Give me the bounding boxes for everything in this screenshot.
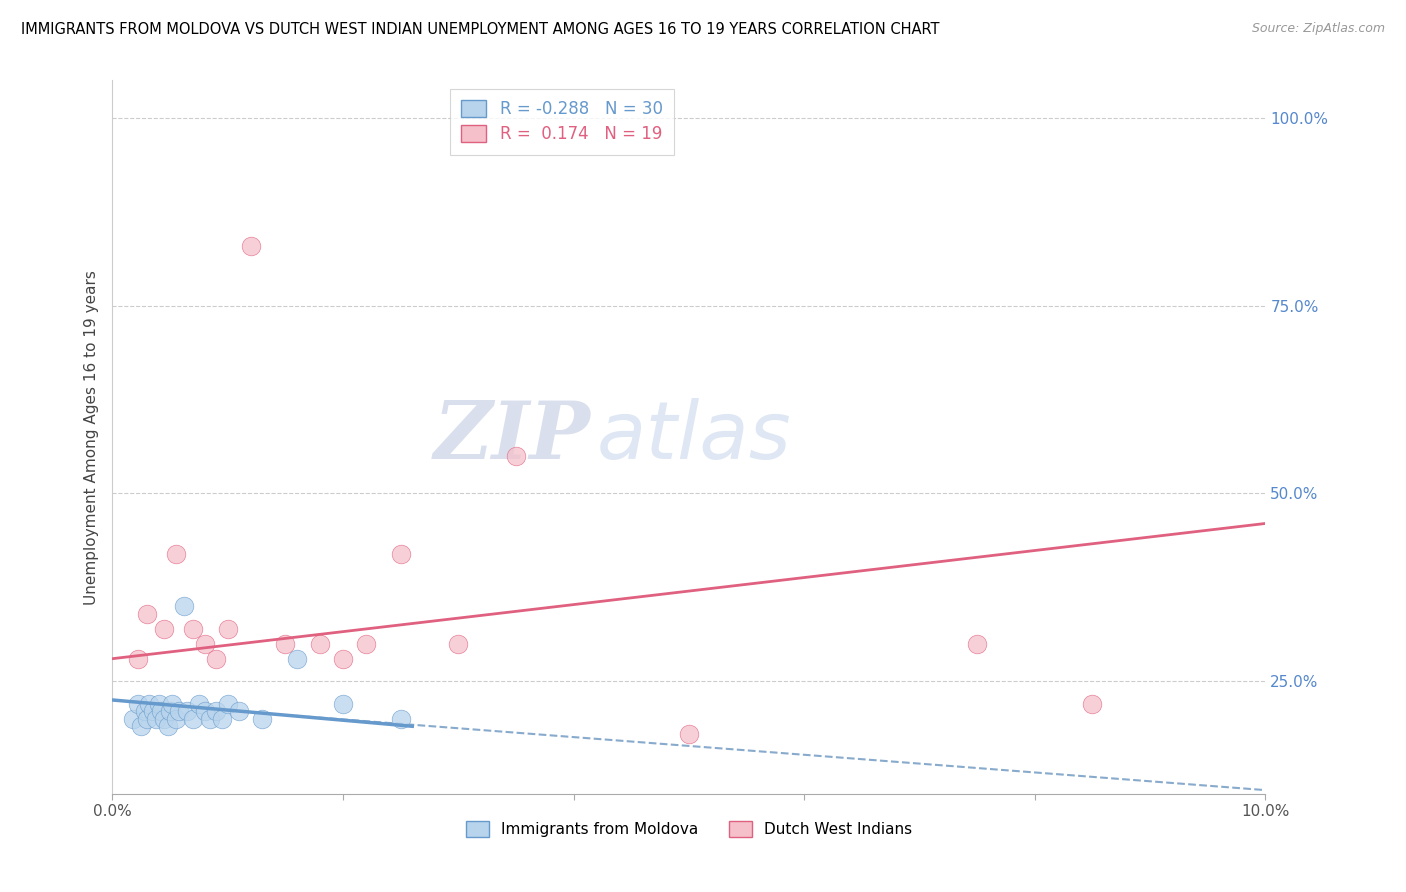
- Point: [505, 449, 527, 463]
- Point: [169, 704, 191, 718]
- Point: [217, 697, 239, 711]
- Point: [309, 637, 332, 651]
- Point: [136, 607, 159, 621]
- Point: [149, 704, 172, 718]
- Text: atlas: atlas: [596, 398, 792, 476]
- Text: Source: ZipAtlas.com: Source: ZipAtlas.com: [1251, 22, 1385, 36]
- Point: [153, 622, 176, 636]
- Point: [136, 712, 159, 726]
- Point: [181, 712, 204, 726]
- Point: [142, 704, 165, 718]
- Point: [1081, 697, 1104, 711]
- Point: [447, 637, 470, 651]
- Point: [200, 712, 222, 726]
- Point: [188, 697, 211, 711]
- Point: [145, 712, 167, 726]
- Point: [389, 712, 412, 726]
- Point: [354, 637, 377, 651]
- Point: [176, 704, 198, 718]
- Point: [134, 704, 156, 718]
- Point: [239, 238, 262, 252]
- Point: [162, 697, 184, 711]
- Point: [285, 651, 308, 665]
- Y-axis label: Unemployment Among Ages 16 to 19 years: Unemployment Among Ages 16 to 19 years: [83, 269, 98, 605]
- Point: [127, 651, 149, 665]
- Point: [332, 651, 354, 665]
- Point: [159, 704, 181, 718]
- Point: [156, 719, 179, 733]
- Point: [129, 719, 153, 733]
- Point: [217, 622, 239, 636]
- Point: [165, 712, 187, 726]
- Point: [274, 637, 297, 651]
- Point: [966, 637, 988, 651]
- Point: [332, 697, 354, 711]
- Point: [211, 712, 233, 726]
- Text: ZIP: ZIP: [434, 399, 591, 475]
- Legend: Immigrants from Moldova, Dutch West Indians: Immigrants from Moldova, Dutch West Indi…: [460, 815, 918, 843]
- Point: [138, 697, 160, 711]
- Point: [153, 712, 176, 726]
- Point: [122, 712, 145, 726]
- Point: [173, 599, 195, 613]
- Point: [252, 712, 274, 726]
- Point: [148, 697, 170, 711]
- Point: [205, 651, 228, 665]
- Point: [205, 704, 228, 718]
- Point: [194, 704, 217, 718]
- Point: [678, 727, 700, 741]
- Point: [127, 697, 149, 711]
- Text: IMMIGRANTS FROM MOLDOVA VS DUTCH WEST INDIAN UNEMPLOYMENT AMONG AGES 16 TO 19 YE: IMMIGRANTS FROM MOLDOVA VS DUTCH WEST IN…: [21, 22, 939, 37]
- Point: [194, 637, 217, 651]
- Point: [181, 622, 204, 636]
- Point: [389, 547, 412, 561]
- Point: [165, 547, 187, 561]
- Point: [228, 704, 250, 718]
